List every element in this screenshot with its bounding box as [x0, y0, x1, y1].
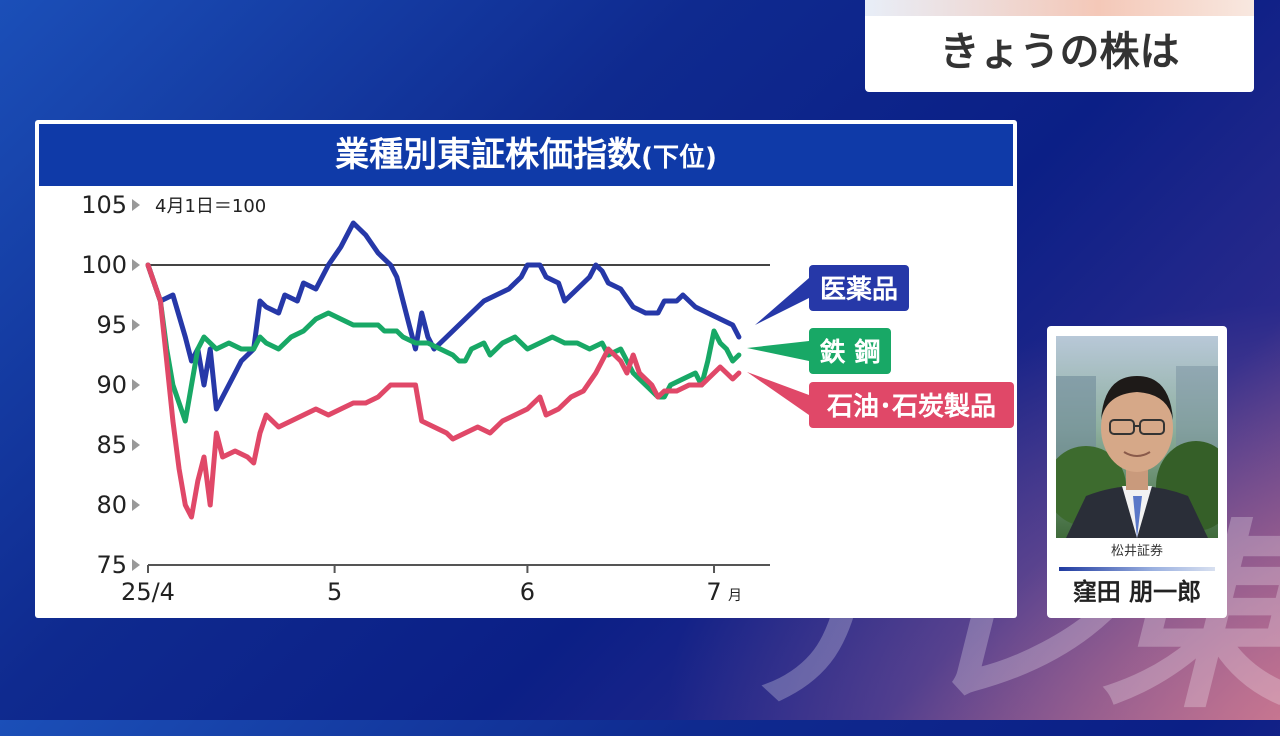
- y-tick-label: 85: [96, 431, 127, 459]
- guest-card: 松井証券 窪田 朋一郎: [1047, 326, 1227, 618]
- y-tick-label: 80: [96, 491, 127, 519]
- y-tick-label: 90: [96, 371, 127, 399]
- chart-title: 業種別東証株価指数: [335, 135, 642, 175]
- legend-box-2: [809, 382, 1014, 428]
- y-tick-marker-icon: [132, 379, 140, 391]
- chart-note: 4月1日＝100: [155, 196, 266, 217]
- chart-title-bar: 業種別東証株価指数(下位): [39, 124, 1013, 186]
- legend-pointer-2: [747, 372, 809, 415]
- x-tick-unit: 月: [728, 588, 742, 604]
- topic-title: きょうの株は: [939, 29, 1180, 75]
- series-line-2: [145, 262, 742, 520]
- y-tick-marker-icon: [132, 259, 140, 271]
- y-tick-marker-icon: [132, 199, 140, 211]
- guest-photo: [1056, 336, 1218, 538]
- x-tick-label: 6: [520, 578, 535, 606]
- topic-panel: きょうの株は: [865, 0, 1254, 92]
- x-tick-label: 5: [327, 578, 342, 606]
- guest-company: 松井証券: [1110, 544, 1163, 559]
- y-tick-marker-icon: [132, 559, 140, 571]
- series-line-1: [145, 262, 742, 424]
- chart-card: 業種別東証株価指数(下位) 105 100 95 90 85 80 75 4月1日＝100 25…: [35, 120, 1017, 618]
- y-tick-label: 100: [81, 251, 127, 279]
- y-tick-label: 75: [96, 551, 127, 579]
- guest-name: 窪田 朋一郎: [1072, 578, 1202, 606]
- y-tick-label: 95: [96, 311, 127, 339]
- x-tick-label: 7: [706, 578, 721, 606]
- chart-subtitle: (下位): [641, 143, 717, 173]
- legend-box-1: [809, 328, 891, 374]
- topic-accent-bar: [865, 0, 1254, 16]
- y-tick-label: 105: [81, 191, 127, 219]
- series-line-0: [145, 220, 742, 412]
- name-divider: [1059, 567, 1215, 571]
- legend-pointer-1: [747, 341, 809, 361]
- legend-label-2: 石油･石炭製品: [826, 392, 996, 422]
- legend-box-0: [809, 265, 909, 311]
- y-tick-marker-icon: [132, 319, 140, 331]
- y-tick-marker-icon: [132, 439, 140, 451]
- legend-label-1: 鉄 鋼: [819, 337, 880, 368]
- legend-label-0: 医薬品: [820, 275, 898, 305]
- y-tick-marker-icon: [132, 499, 140, 511]
- x-tick-label: 25/4: [121, 578, 175, 606]
- legend-pointer-0: [755, 278, 809, 325]
